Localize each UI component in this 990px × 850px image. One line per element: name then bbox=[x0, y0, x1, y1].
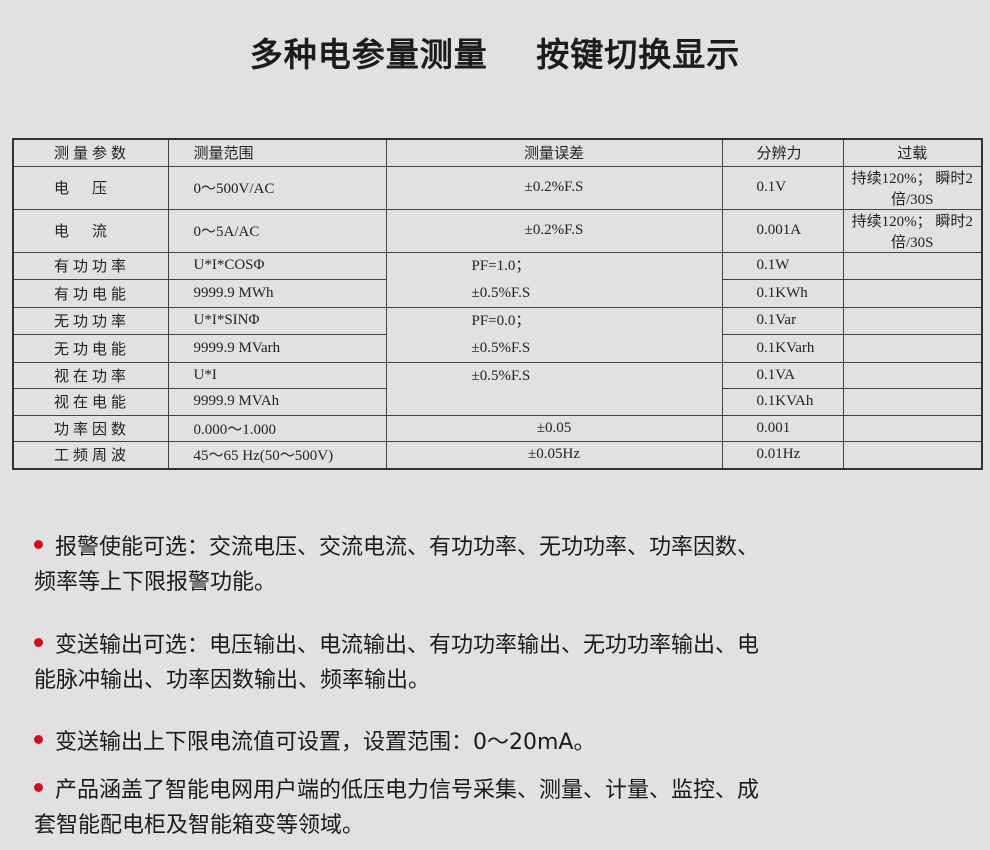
cell-overload bbox=[842, 388, 983, 416]
cell-range: U*I*SINΦ bbox=[167, 306, 387, 335]
cell-overload bbox=[842, 441, 983, 469]
cell-range: 45～65 Hz(50～500V) bbox=[167, 441, 387, 469]
cell-param: 工频周波 bbox=[12, 441, 169, 469]
table-row: 视在电能 9999.9 MVAh 0.1KVAh bbox=[12, 388, 983, 416]
cell-param: 电 压 bbox=[12, 165, 169, 210]
cell-param: 无功电能 bbox=[12, 334, 169, 363]
table-row: 无功功率 U*I*SINΦ PF=0.0； ±0.5%F.S 0.1Var bbox=[12, 306, 983, 363]
error-line: ±0.5%F.S bbox=[471, 284, 531, 301]
table-row: 有功功率 U*I*COSΦ PF=1.0； ±0.5%F.S 0.1W bbox=[12, 251, 983, 308]
cell-range: 0.000～1.000 bbox=[167, 414, 387, 442]
bullet-text: 报警使能可选：交流电压、交流电流、有功功率、无功功率、功率因数、 bbox=[55, 535, 760, 560]
bullet-item-applications: 产品涵盖了智能电网用户端的低压电力信号采集、测量、计量、监控、成 套智能配电柜及… bbox=[34, 773, 954, 843]
cell-range: 0～500V/AC bbox=[167, 165, 387, 210]
cell-resolution: 0.1Var bbox=[721, 306, 844, 335]
cell-error: PF=0.0； ±0.5%F.S bbox=[385, 306, 723, 363]
title-left: 多种电参量测量 bbox=[249, 35, 488, 74]
bullet-text: 能脉冲输出、功率因数输出、频率输出。 bbox=[34, 668, 431, 693]
bullet-text: 产品涵盖了智能电网用户端的低压电力信号采集、测量、计量、监控、成 bbox=[55, 778, 760, 803]
table-row: 电 流 0～5A/AC ±0.2%F.S 0.001A 持续120%； 瞬时2倍… bbox=[12, 208, 983, 253]
bullet-item-alarm: 报警使能可选：交流电压、交流电流、有功功率、无功功率、功率因数、 频率等上下限报… bbox=[34, 530, 954, 600]
table-row: 电 压 0～500V/AC ±0.2%F.S 0.1V 持续120%； 瞬时2倍… bbox=[12, 165, 983, 210]
cell-overload bbox=[842, 279, 983, 308]
cell-error: PF=1.0； ±0.5%F.S bbox=[385, 251, 723, 308]
cell-range: 0～5A/AC bbox=[167, 208, 387, 253]
cell-overload bbox=[842, 414, 983, 442]
cell-range: 9999.9 MWh bbox=[167, 279, 387, 308]
cell-param: 无功功率 bbox=[12, 306, 169, 335]
cell-param: 有功电能 bbox=[12, 279, 169, 308]
cell-range: U*I bbox=[167, 361, 387, 389]
bullet-dot-icon bbox=[34, 782, 43, 792]
bullet-text: 变送输出可选：电压输出、电流输出、有功功率输出、无功功率输出、电 bbox=[55, 633, 760, 658]
cell-resolution: 0.1W bbox=[721, 251, 844, 280]
table-row: 视在功率 U*I ±0.5%F.S 0.1VA bbox=[12, 361, 983, 416]
cell-range: 9999.9 MVAh bbox=[167, 388, 387, 416]
cell-overload: 持续120%； 瞬时2倍/30S bbox=[842, 165, 983, 210]
page-title: 多种电参量测量 按键切换显示 bbox=[0, 28, 990, 76]
cell-resolution: 0.1KWh bbox=[721, 279, 844, 308]
header-range: 测量范围 bbox=[167, 138, 387, 167]
cell-error: ±0.05 bbox=[385, 414, 723, 442]
cell-param: 功率因数 bbox=[12, 414, 169, 442]
cell-error: ±0.2%F.S bbox=[385, 165, 723, 210]
bullet-item-transmit: 变送输出可选：电压输出、电流输出、有功功率输出、无功功率输出、电 能脉冲输出、功… bbox=[34, 628, 954, 698]
cell-param: 视在电能 bbox=[12, 388, 169, 416]
cell-error: ±0.05Hz bbox=[385, 441, 723, 469]
cell-resolution: 0.001A bbox=[721, 208, 844, 253]
table-row: 有功电能 9999.9 MWh 0.1KWh bbox=[12, 279, 983, 308]
cell-resolution: 0.01Hz bbox=[721, 441, 844, 469]
error-line: PF=0.0； bbox=[471, 312, 531, 329]
cell-range: U*I*COSΦ bbox=[167, 251, 387, 280]
table-row: 功率因数 0.000～1.000 ±0.05 0.001 bbox=[12, 414, 983, 442]
cell-overload bbox=[842, 306, 983, 335]
spec-table: 测量参数 测量范围 测量误差 分辨力 过载 电 压 0～500V/AC ±0.2… bbox=[12, 138, 983, 470]
cell-resolution: 0.1VA bbox=[721, 361, 844, 389]
cell-resolution: 0.1KVAh bbox=[721, 388, 844, 416]
cell-param: 有功功率 bbox=[12, 251, 169, 280]
bullet-text: 频率等上下限报警功能。 bbox=[34, 570, 277, 595]
cell-overload: 持续120%； 瞬时2倍/30S bbox=[842, 208, 983, 253]
cell-param: 视在功率 bbox=[12, 361, 169, 389]
title-right: 按键切换显示 bbox=[536, 35, 741, 74]
header-param: 测量参数 bbox=[12, 138, 169, 167]
cell-resolution: 0.1KVarh bbox=[721, 334, 844, 363]
cell-param: 电 流 bbox=[12, 208, 169, 253]
table-header-row: 测量参数 测量范围 测量误差 分辨力 过载 bbox=[12, 138, 983, 167]
cell-overload bbox=[842, 361, 983, 389]
error-line: ±0.5%F.S bbox=[471, 367, 531, 384]
error-line: ±0.5%F.S bbox=[471, 339, 531, 356]
header-overload: 过载 bbox=[842, 138, 983, 167]
cell-overload bbox=[842, 251, 983, 280]
bullet-text: 套智能配电柜及智能箱变等领域。 bbox=[34, 813, 365, 838]
cell-error: ±0.2%F.S bbox=[385, 208, 723, 253]
bullet-dot-icon bbox=[34, 637, 43, 647]
header-error: 测量误差 bbox=[385, 138, 723, 167]
cell-range: 9999.9 MVarh bbox=[167, 334, 387, 363]
bullet-dot-icon bbox=[34, 539, 43, 549]
header-resolution: 分辨力 bbox=[721, 138, 844, 167]
cell-resolution: 0.001 bbox=[721, 414, 844, 442]
table-row: 无功电能 9999.9 MVarh 0.1KVarh bbox=[12, 334, 983, 363]
error-line: PF=1.0； bbox=[471, 257, 531, 274]
table-row: 工频周波 45～65 Hz(50～500V) ±0.05Hz 0.01Hz bbox=[12, 441, 983, 469]
bullet-item-limits: 变送输出上下限电流值可设置，设置范围：0～20mA。 bbox=[34, 725, 954, 760]
cell-error: ±0.5%F.S bbox=[385, 361, 723, 416]
bullet-dot-icon bbox=[34, 734, 43, 744]
cell-overload bbox=[842, 334, 983, 363]
bullet-text: 变送输出上下限电流值可设置，设置范围：0～20mA。 bbox=[55, 730, 596, 755]
cell-resolution: 0.1V bbox=[721, 165, 844, 210]
